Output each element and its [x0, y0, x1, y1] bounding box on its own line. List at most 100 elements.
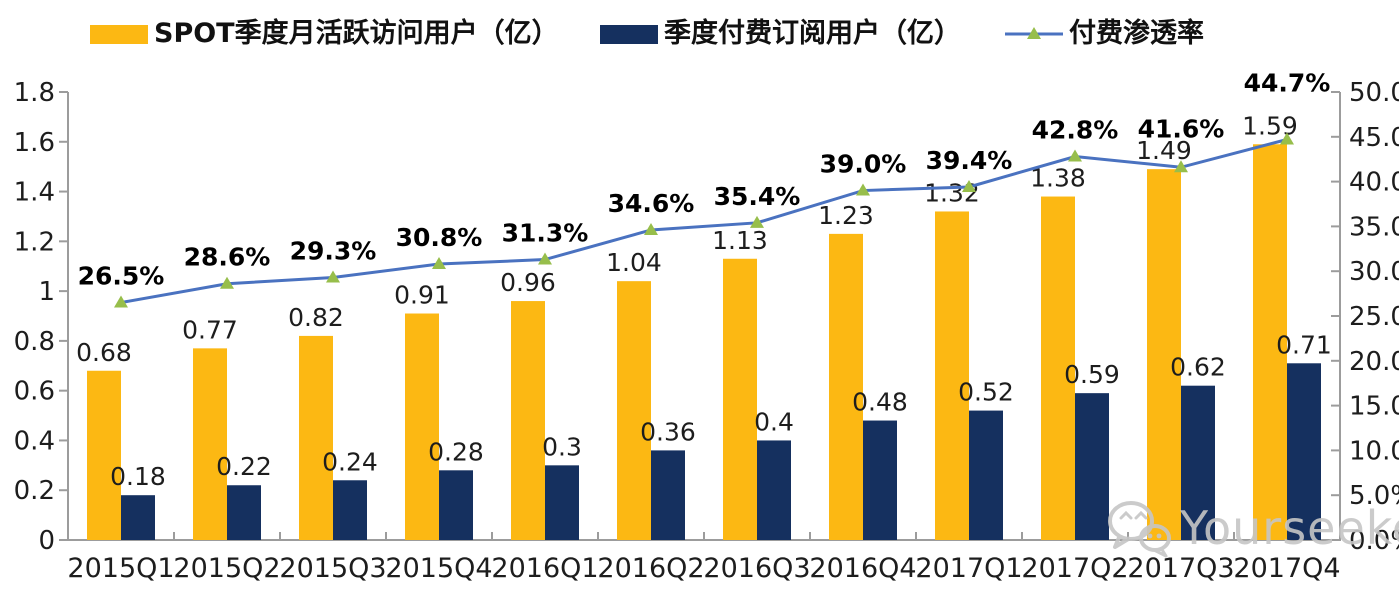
bar-mau-2016Q4: [829, 233, 863, 540]
subscriber-value-label: 0.48: [852, 388, 908, 417]
line-triangle-marker: [750, 215, 764, 228]
penetration-rate-label: 39.4%: [926, 146, 1013, 175]
penetration-rate-label: 42.8%: [1032, 116, 1119, 145]
x-axis-label: 2016Q1: [491, 553, 598, 584]
watermark-text: Yourseeker: [1180, 501, 1399, 555]
bar-subscribers-2017Q4: [1287, 363, 1321, 540]
mau-value-label: 0.91: [394, 281, 450, 310]
line-triangle-marker: [432, 257, 446, 270]
x-axis-label: 2016Q3: [703, 553, 810, 584]
penetration-rate-label: 28.6%: [184, 243, 271, 272]
right-axis-tick-label: 5.0%: [1349, 481, 1399, 511]
mau-value-label: 0.82: [288, 303, 344, 332]
bar-mau-2017Q2: [1041, 196, 1075, 541]
bar-mau-2017Q3: [1147, 169, 1181, 540]
penetration-line-swatch-icon: [1005, 24, 1063, 44]
line-triangle-marker: [538, 252, 552, 265]
left-axis-tick-label: 1.4: [14, 178, 55, 208]
legend-item-penetration: 付费渗透率: [1005, 18, 1204, 50]
left-axis-tick-label: 0.4: [14, 426, 55, 456]
penetration-rate-label: 26.5%: [78, 262, 165, 291]
mau-value-label: 0.68: [76, 338, 132, 367]
subscriber-value-label: 0.4: [754, 407, 794, 436]
mau-value-label: 1.38: [1030, 164, 1086, 193]
legend-label-subscribers: 季度付费订阅用户（亿）: [664, 18, 961, 49]
left-axis-tick-label: 0: [38, 526, 55, 556]
mau-bar-swatch-icon: [90, 24, 148, 44]
subscriber-value-label: 0.22: [216, 452, 272, 481]
mau-value-label: 1.59: [1242, 111, 1298, 140]
mau-value-label: 1.49: [1136, 136, 1192, 165]
bar-subscribers-2017Q1: [969, 410, 1003, 540]
penetration-rate-label: 44.7%: [1244, 68, 1331, 97]
right-axis-tick-label: 40.0%: [1349, 168, 1399, 198]
bar-mau-2017Q4: [1253, 144, 1287, 540]
right-axis-tick-label: 45.0%: [1349, 123, 1399, 153]
mau-value-label: 1.13: [712, 226, 768, 255]
legend-label-mau: SPOT季度月活跃访问用户（亿）: [154, 18, 559, 49]
bar-subscribers-2016Q2: [651, 450, 685, 540]
penetration-rate-label: 39.0%: [820, 150, 907, 179]
subscriber-value-label: 0.24: [322, 447, 378, 476]
mau-value-label: 1.23: [818, 201, 874, 230]
mau-value-label: 0.96: [500, 268, 556, 297]
right-axis-tick-label: 0.0%: [1349, 526, 1399, 556]
bar-subscribers-2017Q3: [1181, 385, 1215, 540]
left-axis-tick-label: 0.2: [14, 476, 55, 506]
line-triangle-marker: [962, 179, 976, 192]
subscriber-value-label: 0.59: [1064, 360, 1120, 389]
right-axis-tick-label: 10.0%: [1349, 436, 1399, 466]
penetration-rate-label: 35.4%: [714, 182, 801, 211]
bar-subscribers-2017Q2: [1075, 393, 1109, 540]
bar-subscribers-2015Q4: [439, 470, 473, 540]
legend-triangle-marker-icon: [1027, 27, 1041, 39]
subscriber-value-label: 0.71: [1276, 330, 1332, 359]
subscriber-value-label: 0.62: [1170, 353, 1226, 382]
left-axis-tick-label: 1: [38, 277, 55, 307]
wechat-icon: [1108, 501, 1171, 558]
x-axis-label: 2015Q2: [173, 553, 280, 584]
x-axis-label: 2017Q3: [1127, 553, 1234, 584]
right-axis-tick-label: 20.0%: [1349, 347, 1399, 377]
x-axis-label: 2017Q1: [915, 553, 1022, 584]
bar-mau-2015Q1: [87, 370, 121, 540]
subscriber-value-label: 0.36: [640, 417, 696, 446]
bar-mau-2017Q1: [935, 211, 969, 540]
subscriber-value-label: 0.52: [958, 378, 1014, 407]
line-triangle-marker: [1068, 149, 1082, 162]
subscriber-value-label: 0.3: [542, 432, 582, 461]
right-axis-tick-label: 15.0%: [1349, 392, 1399, 422]
bar-mau-2015Q2: [193, 348, 227, 540]
watermark: Yourseeker: [1106, 496, 1399, 560]
legend-item-mau: SPOT季度月活跃访问用户（亿）: [90, 18, 559, 50]
left-axis-tick-label: 0.8: [14, 327, 55, 357]
mau-value-label: 1.04: [606, 248, 662, 277]
bar-subscribers-2015Q3: [333, 480, 367, 540]
penetration-rate-label: 34.6%: [608, 189, 695, 218]
x-axis-label: 2017Q2: [1021, 553, 1128, 584]
bar-subscribers-2015Q2: [227, 485, 261, 540]
bar-subscribers-2016Q4: [863, 420, 897, 540]
line-triangle-marker: [644, 222, 658, 235]
left-axis-tick-label: 1.2: [14, 227, 55, 257]
left-axis-tick-label: 0.6: [14, 377, 55, 407]
line-triangle-marker: [114, 295, 128, 308]
bar-mau-2015Q4: [405, 313, 439, 540]
line-triangle-marker: [220, 276, 234, 289]
mau-value-label: 1.32: [924, 178, 980, 207]
right-axis-tick-label: 30.0%: [1349, 257, 1399, 287]
x-axis-label: 2015Q1: [67, 553, 174, 584]
right-axis-tick-label: 35.0%: [1349, 212, 1399, 242]
penetration-rate-label: 30.8%: [396, 223, 483, 252]
line-triangle-marker: [1174, 160, 1188, 173]
penetration-rate-line: [120, 138, 1288, 305]
x-axis-label: 2016Q4: [809, 553, 916, 584]
bar-mau-2015Q3: [299, 335, 333, 540]
bar-mau-2016Q1: [511, 301, 545, 540]
subscriber-bar-swatch-icon: [600, 24, 658, 44]
legend-item-subscribers: 季度付费订阅用户（亿）: [600, 18, 961, 50]
line-triangle-marker: [856, 183, 870, 196]
legend-label-penetration: 付费渗透率: [1069, 18, 1204, 49]
